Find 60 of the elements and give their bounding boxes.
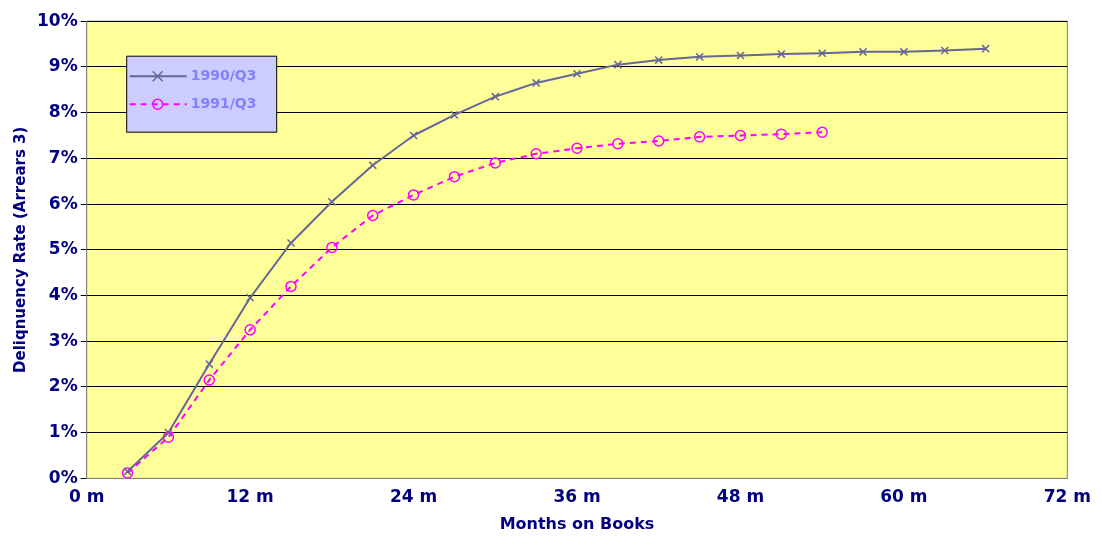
point <box>613 60 623 69</box>
point <box>245 293 255 303</box>
y-tick-label: 6% <box>48 192 78 213</box>
point <box>693 131 706 143</box>
point <box>695 52 704 62</box>
point <box>448 170 461 183</box>
point <box>327 197 337 207</box>
point <box>736 51 745 60</box>
point <box>244 324 256 336</box>
y-tick-label: 10% <box>36 9 78 30</box>
y-tick-label: 3% <box>48 329 78 350</box>
point <box>654 55 664 65</box>
point <box>653 135 665 147</box>
point <box>366 209 379 222</box>
legend-label: 1990/Q3 <box>190 66 257 83</box>
point <box>286 238 296 248</box>
point <box>409 131 418 140</box>
y-tick-label: 5% <box>48 238 78 259</box>
x-tick-label: 48 m <box>716 486 765 507</box>
point <box>858 47 868 57</box>
point <box>531 78 541 88</box>
point <box>612 137 624 150</box>
point <box>940 46 950 55</box>
point <box>204 359 214 369</box>
x-tick-label: 12 m <box>226 486 274 507</box>
point <box>816 126 828 139</box>
x-axis-title: Months on Books <box>499 513 655 533</box>
y-tick-label: 9% <box>48 55 78 76</box>
point <box>572 69 582 79</box>
x-tick-label: 60 m <box>880 486 928 507</box>
y-tick-label: 0% <box>48 466 78 487</box>
point <box>326 241 338 254</box>
y-tick-label: 4% <box>48 283 78 304</box>
point <box>530 148 542 160</box>
point <box>571 142 583 155</box>
x-tick-label: 24 m <box>389 486 438 507</box>
y-tick-label: 1% <box>48 421 78 442</box>
x-tick-label: 36 m <box>553 486 601 507</box>
point <box>164 428 173 437</box>
x-tick-label: 0 m <box>68 486 105 507</box>
point <box>899 47 909 57</box>
point <box>285 280 297 293</box>
point <box>491 92 500 101</box>
point <box>407 189 420 201</box>
point <box>450 110 459 120</box>
point <box>368 160 377 170</box>
point <box>981 44 990 53</box>
legend-label: 1991/Q3 <box>190 94 257 111</box>
x-tick-label: 72 m <box>1043 486 1091 507</box>
point <box>203 374 216 386</box>
y-tick-label: 2% <box>48 375 78 396</box>
y-axis-title: Deliqnuency Rate (Arrears 3) <box>10 126 29 373</box>
point <box>817 48 827 58</box>
point <box>734 129 747 142</box>
y-tick-label: 7% <box>48 146 78 167</box>
y-tick-label: 8% <box>48 101 78 122</box>
point <box>777 49 786 59</box>
point <box>775 128 788 140</box>
point <box>489 157 502 169</box>
point <box>162 431 175 443</box>
